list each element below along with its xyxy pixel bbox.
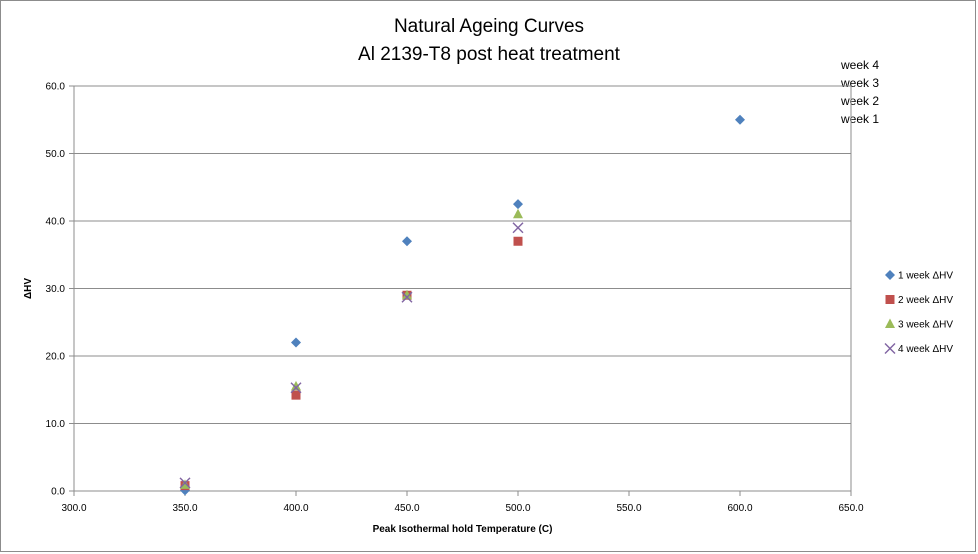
legend-entry: 2 week ΔHV (898, 295, 953, 306)
x-tick-label: 650.0 (838, 503, 863, 514)
data-point (179, 477, 191, 489)
x-tick-label: 300.0 (61, 503, 86, 514)
data-point (291, 380, 301, 391)
chart-subtitle: Al 2139-T8 post heat treatment (358, 44, 620, 65)
legend-marker (884, 343, 896, 354)
y-tick-label: 40.0 (46, 217, 66, 228)
x-tick-label: 600.0 (727, 503, 752, 514)
data-point (513, 236, 523, 246)
gridlines (74, 85, 851, 492)
y-tick-label: 0.0 (51, 487, 65, 498)
legend-marker (885, 270, 895, 280)
x-tick-label: 500.0 (505, 503, 530, 514)
y-tick-label: 10.0 (46, 419, 66, 430)
legend-entry: 1 week ΔHV (898, 271, 953, 282)
y-tick-label: 20.0 (46, 352, 66, 363)
y-axis-ticks: 0.0 10.0 20.0 30.0 40.0 50.0 60.0 (46, 82, 74, 498)
y-tick-label: 30.0 (46, 284, 66, 295)
legend-marker (885, 318, 895, 328)
data-point (513, 208, 523, 219)
data-point (402, 236, 412, 247)
y-tick-label: 60.0 (46, 82, 66, 93)
x-tick-label: 400.0 (283, 503, 308, 514)
x-tick-label: 550.0 (616, 503, 641, 514)
x-axis-ticks: 300.0 350.0 400.0 450.0 500.0 550.0 600.0 650.0 (61, 491, 864, 514)
x-axis-label: Peak Isothermal hold Temperature (C) (373, 524, 553, 535)
data-point (291, 337, 301, 348)
data-point (513, 199, 523, 210)
chart-title: Natural Ageing Curves (393, 16, 585, 37)
data-point (735, 114, 745, 125)
data-point (290, 382, 302, 394)
x-tick-label: 350.0 (172, 503, 197, 514)
legend-entry: 3 week ΔHV (898, 320, 953, 331)
y-axis-label: ΔHV (23, 278, 34, 299)
legend-entry: 4 week ΔHV (898, 344, 953, 355)
data-point (180, 479, 190, 489)
x-tick-label: 450.0 (394, 503, 419, 514)
data-point (401, 291, 413, 303)
data-point (402, 289, 412, 300)
data-points (179, 114, 745, 496)
data-point (512, 222, 524, 234)
side-note: week 4 (841, 58, 880, 72)
legend: 1 week ΔHV 2 week ΔHV 3 week ΔHV 4 week ΔHV (884, 270, 953, 355)
y-tick-label: 50.0 (46, 149, 66, 160)
legend-marker (885, 295, 895, 304)
data-point (291, 390, 301, 400)
